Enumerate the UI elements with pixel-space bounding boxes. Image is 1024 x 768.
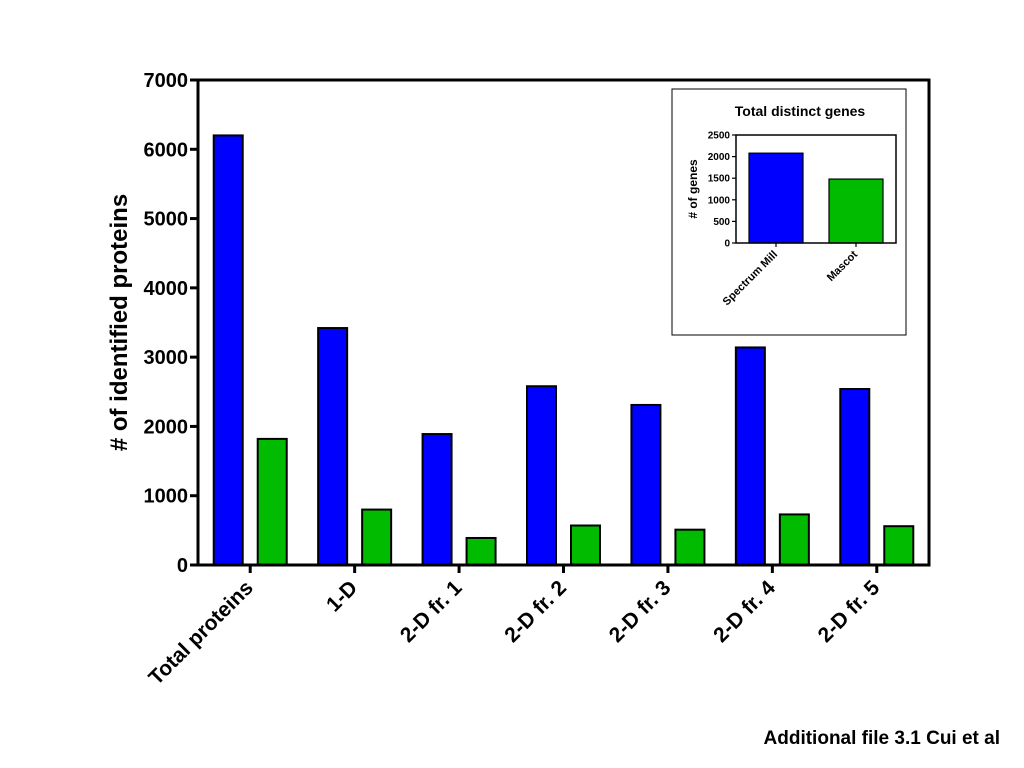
x-tick-label-6: 2-D fr. 5: [814, 576, 885, 647]
inset-plot-frame: [735, 134, 897, 244]
bar-series-b-6: [883, 525, 915, 567]
y-axis-label: # of identified proteins: [106, 194, 133, 451]
bar-series-b-0: [256, 437, 288, 566]
footer-caption: Additional file 3.1 Cui et al: [763, 728, 1000, 749]
inset-bar-0: [748, 152, 804, 244]
bar-series-a-2: [421, 433, 453, 566]
x-tick-label-3: 2-D fr. 2: [500, 576, 571, 647]
bar-series-b-3: [570, 524, 601, 566]
x-tick-label-0: Total proteins: [144, 576, 257, 689]
inset-title: Total distinct genes: [735, 103, 866, 119]
y-tick-label-1: 1000: [144, 486, 189, 508]
inset-y-axis-label: # of genes: [686, 159, 700, 219]
x-tick-label-4: 2-D fr. 3: [605, 576, 676, 647]
inset-bar-1: [828, 178, 884, 244]
bar-series-a-6: [839, 388, 871, 566]
bar-series-a-0: [212, 134, 244, 567]
y-tick-label-4: 4000: [144, 278, 189, 300]
bar-series-b-2: [465, 536, 497, 567]
bar-series-a-3: [526, 385, 557, 566]
bar-series-b-1: [361, 508, 393, 567]
bar-series-b-5: [778, 513, 810, 567]
y-tick-label-0: 0: [177, 555, 188, 577]
x-tick-label-2: 2-D fr. 1: [396, 576, 467, 647]
bar-series-a-1: [317, 327, 349, 566]
x-tick-label-5: 2-D fr. 4: [709, 576, 780, 647]
y-tick-label-5: 5000: [144, 209, 189, 231]
inset-y-tick-label-4: 2000: [708, 152, 731, 163]
y-tick-label-7: 7000: [144, 70, 189, 92]
inset-y-tick-label-1: 500: [713, 217, 730, 228]
y-tick-label-6: 6000: [144, 139, 189, 161]
y-tick-label-2: 2000: [144, 416, 189, 438]
bar-series-a-4: [630, 403, 662, 567]
y-tick-label-3: 3000: [144, 347, 189, 369]
inset-y-tick-label-2: 1000: [708, 195, 731, 206]
bar-series-a-5: [734, 346, 766, 567]
inset-y-tick-label-0: 0: [724, 239, 730, 250]
x-tick-label-1: 1-D: [322, 576, 362, 616]
inset-y-tick-label-5: 2500: [708, 131, 731, 142]
inset-y-tick-label-3: 1500: [708, 174, 731, 185]
inset-bar-chart: Total distinct genes 0 500 1000 1500 2000 2500…: [671, 88, 907, 336]
bar-series-b-4: [674, 528, 706, 567]
